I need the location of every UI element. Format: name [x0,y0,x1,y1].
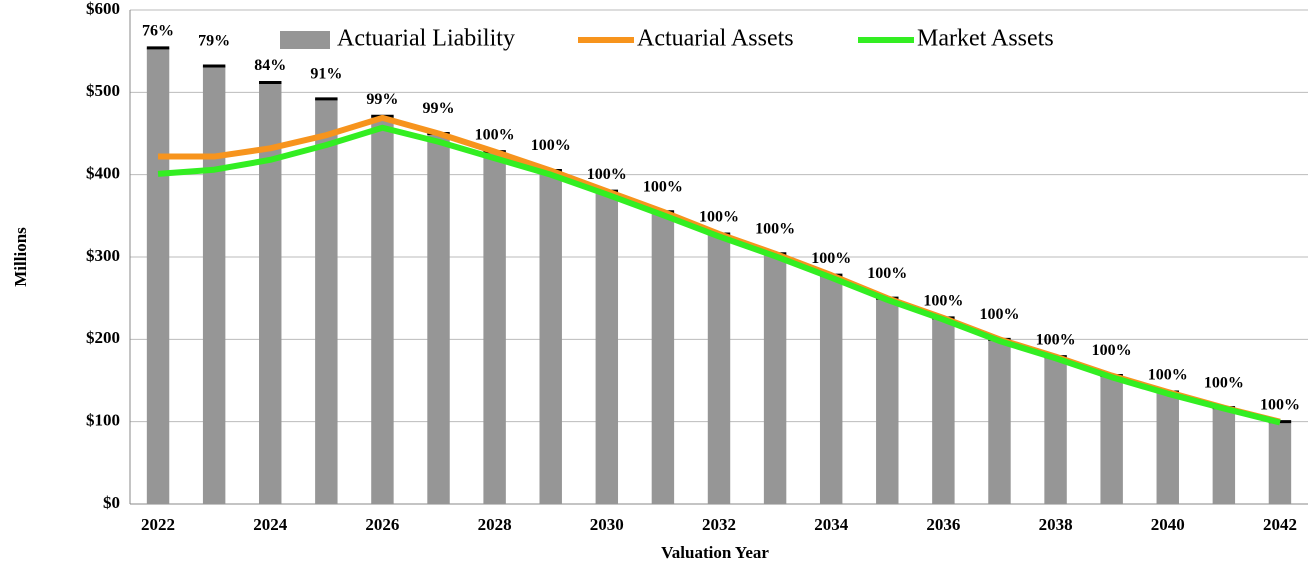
funded-ratio-label: 99% [366,91,398,108]
funded-ratio-label: 91% [310,66,342,83]
x-tick-label: 2042 [1263,515,1297,534]
bar [315,98,338,505]
x-tick-label: 2038 [1039,515,1073,534]
funded-ratio-label: 100% [1148,367,1188,384]
legend-label: Actuarial Liability [337,26,515,52]
funded-ratio-label: 100% [1204,374,1244,391]
bar [1212,407,1236,504]
bar [988,339,1011,504]
y-tick-label: $100 [86,411,120,430]
bar [1156,392,1179,504]
funded-ratio-label: 100% [923,293,963,310]
bar [707,233,731,505]
x-tick-label: 2024 [253,515,288,534]
funded-ratio-label: 100% [755,220,795,237]
bar [932,317,955,504]
bar [876,298,899,504]
bar [483,151,506,504]
x-tick-label: 2040 [1151,515,1185,534]
bar [202,65,226,504]
funded-ratio-label: 100% [587,166,627,183]
bar [371,116,394,505]
funded-ratio-label: 100% [1260,396,1300,413]
x-tick-label: 2028 [478,515,512,534]
bar [146,47,170,505]
y-tick-label: $600 [86,0,120,18]
funded-ratio-label: 76% [142,23,174,40]
bar [259,82,282,504]
bar [427,133,450,504]
x-tick-label: 2036 [926,515,960,534]
bar [819,275,843,504]
funded-ratio-label: 79% [198,33,230,50]
funded-ratio-label: 100% [811,250,851,267]
x-axis-label: Valuation Year [661,543,769,562]
funded-ratio-label: 100% [475,126,515,143]
x-tick-label: 2032 [702,515,736,534]
legend-swatch [280,31,330,49]
y-tick-label: $400 [86,164,120,183]
bar [539,170,562,505]
y-tick-label: $300 [86,246,120,265]
x-tick-label: 2030 [590,515,624,534]
bar [1044,356,1067,504]
x-tick-label: 2034 [814,515,849,534]
funded-ratio-label: 100% [1036,331,1076,348]
bar [763,253,787,504]
funded-ratio-label: 100% [867,265,907,282]
y-tick-label: $200 [86,328,120,347]
legend-label: Actuarial Assets [637,26,794,52]
funded-ratio-label: 100% [699,209,739,226]
legend-label: Market Assets [917,26,1054,52]
funded-ratio-label: 99% [423,100,455,117]
bar [595,191,619,504]
bar [1268,421,1292,504]
funded-ratio-label: 100% [643,178,683,195]
line [157,124,1281,426]
bar [1100,375,1123,504]
x-tick-label: 2026 [365,515,399,534]
bar [651,211,675,504]
funded-ratio-label: 100% [531,137,571,154]
y-tick-label: $500 [86,81,120,100]
y-axis-label: Millions [11,227,30,287]
funded-ratio-label: 100% [1092,342,1132,359]
x-tick-label: 2022 [141,515,175,534]
funded-ratio-label: 84% [254,57,286,74]
funded-ratio-label: 100% [979,306,1019,323]
y-tick-label: $0 [103,493,120,512]
